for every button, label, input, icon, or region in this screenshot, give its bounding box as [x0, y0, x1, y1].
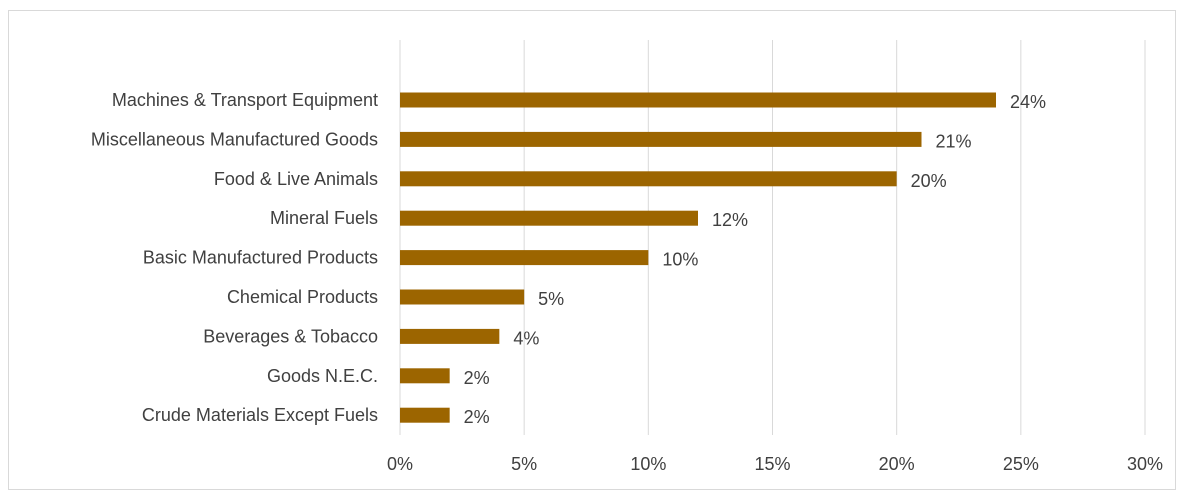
data-label: 2%: [464, 407, 490, 427]
bar: [400, 368, 450, 384]
bar: [400, 171, 897, 187]
bar: [400, 328, 500, 344]
data-label: 5%: [538, 289, 564, 309]
bar: [400, 250, 649, 266]
category-label: Crude Materials Except Fuels: [142, 405, 378, 425]
x-axis-tick-labels: 0% 5% 10% 15% 20% 25% 30%: [387, 454, 1163, 474]
x-tick-label: 5%: [511, 454, 537, 474]
x-tick-label: 10%: [630, 454, 666, 474]
bar: [400, 131, 922, 147]
category-label: Beverages & Tobacco: [203, 326, 378, 346]
category-label: Mineral Fuels: [270, 208, 378, 228]
x-tick-label: 30%: [1127, 454, 1163, 474]
data-label: 12%: [712, 210, 748, 230]
category-label: Goods N.E.C.: [267, 366, 378, 386]
data-label: 10%: [662, 250, 698, 270]
bars: [400, 92, 996, 423]
chart-area: [8, 10, 1176, 490]
x-tick-label: 0%: [387, 454, 413, 474]
category-label: Food & Live Animals: [214, 169, 378, 189]
bar: [400, 289, 525, 305]
bar: [400, 210, 698, 226]
x-tick-label: 20%: [879, 454, 915, 474]
data-label: 24%: [1010, 92, 1046, 112]
category-label: Miscellaneous Manufactured Goods: [91, 129, 378, 149]
category-label: Machines & Transport Equipment: [112, 90, 378, 110]
bar: [400, 407, 450, 423]
data-label: 2%: [464, 368, 490, 388]
data-label: 20%: [911, 171, 947, 191]
bar: [400, 92, 996, 108]
category-label: Basic Manufactured Products: [143, 248, 378, 268]
data-label: 4%: [513, 328, 539, 348]
x-tick-label: 15%: [754, 454, 790, 474]
category-label: Chemical Products: [227, 287, 378, 307]
data-label: 21%: [936, 131, 972, 151]
data-labels: 24% 21% 20% 12% 10% 5% 4% 2% 2%: [464, 92, 1046, 427]
x-tick-label: 25%: [1003, 454, 1039, 474]
category-labels: Machines & Transport Equipment Miscellane…: [91, 90, 378, 425]
